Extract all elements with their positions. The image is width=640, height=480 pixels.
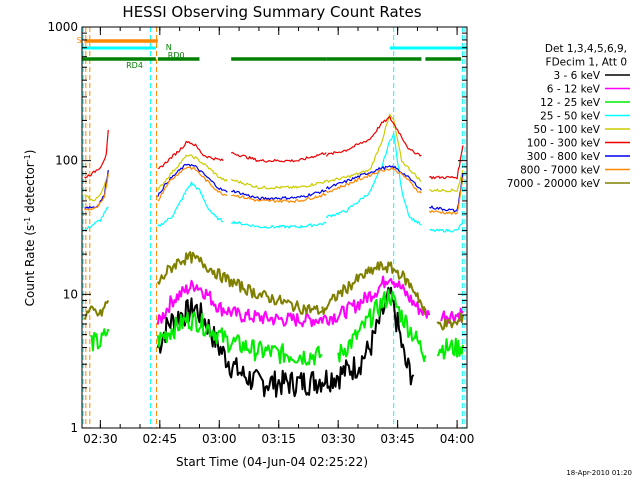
series-line-7-3 bbox=[325, 167, 422, 194]
series-line-3-2 bbox=[230, 220, 327, 229]
series-line-2-3 bbox=[436, 337, 464, 360]
series-line-5-3 bbox=[325, 115, 422, 157]
series-line-4-4 bbox=[429, 169, 464, 193]
legend-header-1: FDecim 1, Att 0 bbox=[546, 57, 627, 69]
series-line-3-3 bbox=[325, 132, 422, 226]
plot-area: S RD0 RD4 N 1 10 100 1000 02:30 02:45 03:00 03:15 03… bbox=[47, 20, 474, 446]
series-line-5-0 bbox=[84, 129, 109, 179]
series-line-8-2 bbox=[321, 261, 427, 316]
series-100-300-kev bbox=[84, 115, 464, 180]
series-line-4-0 bbox=[84, 173, 109, 202]
series-line-3-0 bbox=[84, 206, 109, 231]
x-tick-label-03:30: 03:30 bbox=[321, 432, 356, 446]
y-tick-label-1000: 1000 bbox=[47, 20, 78, 34]
series-line-3-4 bbox=[429, 221, 464, 233]
series-7000-20000-kev bbox=[83, 251, 464, 331]
x-tick-label-02:30: 02:30 bbox=[83, 432, 118, 446]
series-line-7-4 bbox=[428, 177, 464, 215]
series-line-8-0 bbox=[83, 299, 110, 320]
legend-label-8: 7000 - 20000 keV bbox=[507, 178, 601, 190]
series-line-3-1 bbox=[157, 181, 224, 227]
series-line-1-0 bbox=[156, 275, 431, 328]
y-tick-label-1: 1 bbox=[70, 421, 78, 435]
series-line-5-2 bbox=[230, 151, 327, 163]
series-line-6-3 bbox=[325, 165, 422, 191]
flag-label-rd4: RD4 bbox=[126, 61, 143, 70]
flag-label-s: S bbox=[77, 36, 82, 45]
legend-label-2: 12 - 25 keV bbox=[540, 97, 601, 109]
series-3-6-kev bbox=[156, 286, 415, 398]
chart-title: HESSI Observing Summary Count Rates bbox=[122, 3, 421, 21]
series-line-4-2 bbox=[230, 178, 327, 190]
series-800-7000-kev bbox=[84, 166, 464, 215]
x-axis-label: Start Time (04-Jun-04 02:25:22) bbox=[176, 455, 368, 469]
series-line-2-2 bbox=[337, 289, 427, 363]
legend-label-1: 6 - 12 keV bbox=[547, 84, 601, 96]
series-line-6-4 bbox=[429, 173, 464, 213]
legend-label-3: 25 - 50 keV bbox=[540, 111, 601, 123]
series-50-100-kev bbox=[84, 113, 464, 202]
x-tick-label-02:45: 02:45 bbox=[143, 432, 178, 446]
legend-label-4: 50 - 100 keV bbox=[533, 124, 600, 136]
series-line-5-4 bbox=[429, 145, 464, 180]
series-line-8-1 bbox=[156, 251, 323, 315]
series-line-2-0 bbox=[89, 328, 110, 352]
y-tick-label-100: 100 bbox=[55, 154, 78, 168]
y-axis-label: Count Rate (s-1 detector-1) bbox=[23, 150, 38, 307]
y-axis-label-group: Count Rate (s-1 detector-1) bbox=[23, 150, 38, 307]
series-line-7-0 bbox=[84, 173, 109, 211]
legend: Det 1,3,4,5,6,9, FDecim 1, Att 03 - 6 keV… bbox=[507, 43, 630, 190]
series-line-0-0 bbox=[156, 286, 415, 398]
series-line-7-1 bbox=[157, 166, 228, 202]
legend-label-6: 300 - 800 keV bbox=[527, 151, 601, 163]
x-tick-label-03:00: 03:00 bbox=[202, 432, 237, 446]
legend-label-5: 100 - 300 keV bbox=[527, 138, 601, 150]
series-line-5-1 bbox=[157, 140, 224, 170]
series-line-6-2 bbox=[231, 189, 327, 201]
y-tick-label-10: 10 bbox=[63, 287, 78, 301]
series-line-4-3 bbox=[326, 113, 422, 183]
series-line-7-2 bbox=[231, 192, 327, 203]
series-line-4-1 bbox=[157, 154, 228, 191]
plot-frame bbox=[81, 26, 468, 429]
x-tick-label-03:15: 03:15 bbox=[261, 432, 296, 446]
legend-label-0: 3 - 6 keV bbox=[553, 70, 600, 82]
legend-label-7: 800 - 7000 keV bbox=[520, 165, 601, 177]
flag-label-n: N bbox=[166, 43, 172, 52]
x-tick-label-04:00: 04:00 bbox=[440, 432, 475, 446]
series-line-2-1 bbox=[156, 311, 323, 366]
legend-header-0: Det 1,3,4,5,6,9, bbox=[545, 43, 627, 55]
series-12-25-kev bbox=[89, 289, 464, 366]
series-25-50-kev bbox=[84, 132, 464, 233]
flag-label-rd0: RD0 bbox=[168, 51, 185, 60]
series-line-8-3 bbox=[436, 312, 464, 331]
footer-timestamp: 18-Apr-2010 01:20 bbox=[566, 469, 632, 477]
x-tick-label-03:45: 03:45 bbox=[380, 432, 415, 446]
